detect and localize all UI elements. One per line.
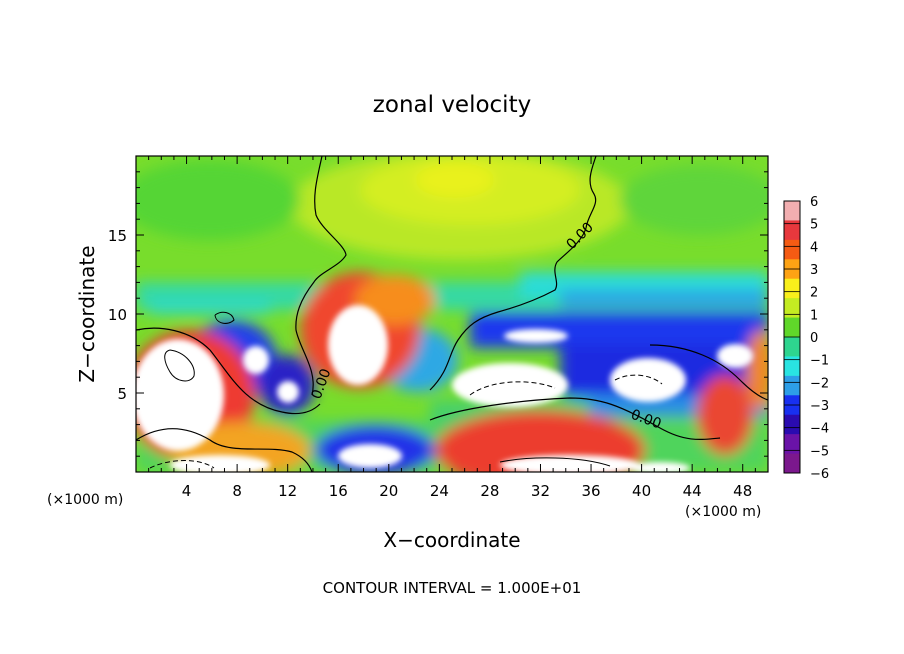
x-tick-label: 44 [683,482,702,500]
colorbar-swatch [784,220,800,241]
colorbar-swatch [784,453,800,474]
x-tick-label: 32 [531,482,550,500]
colorbar-swatch [784,434,800,455]
x-tick-label: 16 [329,482,348,500]
colorbar-swatch [784,317,800,338]
colorbar-label: 3 [810,263,818,278]
colorbar-label: 6 [810,195,818,210]
x-axis-title: X−coordinate [383,528,520,552]
x-axis-ticks: 4 8 12 16 20 24 28 32 36 40 44 48 [148,156,756,500]
x-tick-label: 4 [182,482,192,500]
contour-interval-note: CONTOUR INTERVAL = 1.000E+01 [323,579,582,597]
colorbar-label: −4 [810,422,829,437]
chart-title: zonal velocity [373,92,531,118]
y-tick-label: 5 [117,385,127,403]
heatmap-field [136,156,768,472]
colorbar-swatch [784,414,800,435]
x-tick-label: 36 [581,482,600,500]
colorbar-label: −5 [810,444,829,459]
colorbar-label: 1 [810,308,818,323]
colorbar-swatch [784,375,800,396]
x-tick-label: 20 [379,482,398,500]
colorbar-swatch [784,356,800,377]
colorbar-swatch [784,337,800,357]
y-axis-title: Z−coordinate [75,245,99,382]
z-unit-label: (×1000 m) [47,492,123,508]
colorbar-label: −3 [810,399,829,414]
x-tick-label: 24 [430,482,449,500]
x-unit-label: (×1000 m) [685,504,761,520]
colorbar-label: 4 [810,240,818,255]
x-tick-label: 8 [232,482,242,500]
colorbar-label: −6 [810,467,829,482]
x-tick-label: 28 [480,482,499,500]
contour-lines [136,156,768,472]
y-axis-ticks: 5 10 15 [108,171,768,457]
colorbar-label: 0 [810,331,818,346]
colorbar-label: 2 [810,286,818,301]
x-tick-label: 12 [278,482,297,500]
colorbar: 6 5 4 3 2 1 0 −1 −2 −3 −4 −5 −6 [783,195,829,482]
y-tick-label: 10 [108,306,127,324]
y-tick-label: 15 [108,227,127,245]
colorbar-swatch [784,239,800,260]
colorbar-label: −1 [810,354,829,369]
x-tick-label: 40 [632,482,651,500]
colorbar-label: −2 [810,376,829,391]
x-tick-label: 48 [733,482,752,500]
colorbar-swatch [784,278,800,299]
colorbar-swatch [784,201,800,221]
colorbar-label: 5 [810,218,818,233]
colorbar-swatch [784,298,800,319]
